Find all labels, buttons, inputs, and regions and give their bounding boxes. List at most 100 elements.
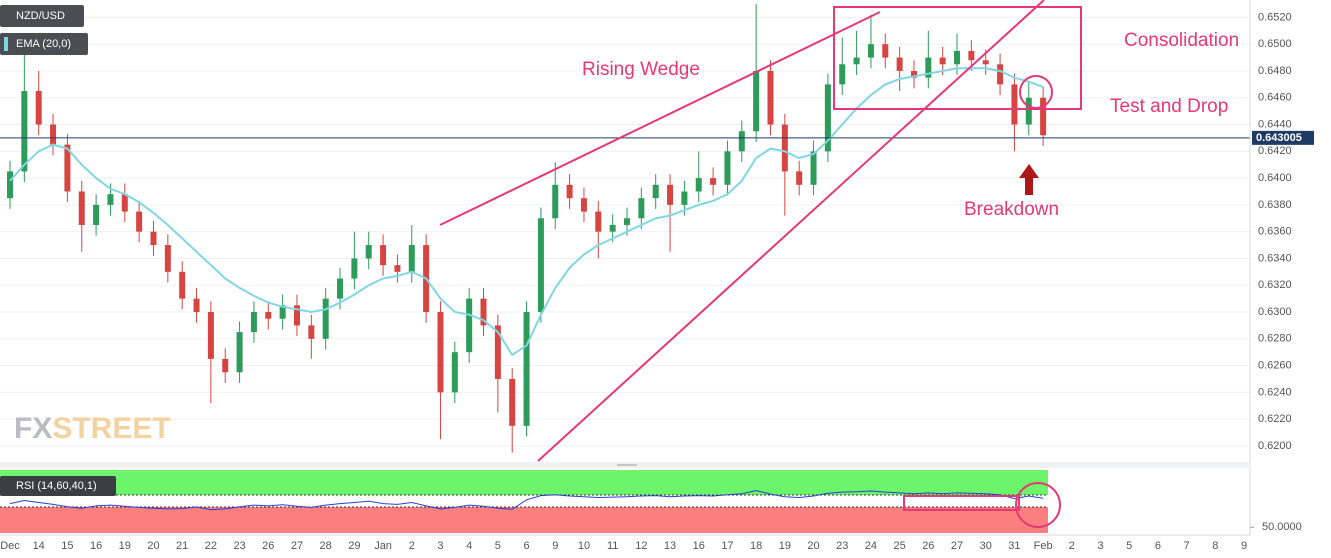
x-tick-label: 16 <box>693 540 705 552</box>
last-price-box <box>1252 130 1314 145</box>
candle-body <box>810 151 817 185</box>
y-tick-label: 0.6200 <box>1258 440 1292 452</box>
x-tick-label: 2 <box>409 540 415 552</box>
y-tick-label: 0.6520 <box>1258 11 1292 23</box>
candle-body <box>824 84 831 152</box>
x-tick-label: 18 <box>750 540 762 552</box>
x-tick-label: 5 <box>1126 540 1132 552</box>
x-tick-label: 29 <box>348 540 360 552</box>
x-tick-label: Jan <box>374 540 392 552</box>
x-tick-label: 10 <box>578 540 590 552</box>
candle-body <box>35 91 42 125</box>
x-tick-label: 12 <box>635 540 647 552</box>
x-tick-label: 26 <box>262 540 274 552</box>
annotation: Rising Wedge <box>582 59 700 80</box>
candle-body <box>552 184 559 219</box>
candle-body <box>982 60 989 65</box>
ema-line <box>9 67 1044 357</box>
symbol-label: NZD/USD <box>16 10 65 22</box>
rsi-label: RSI (14,60,40,1) <box>16 480 97 492</box>
candle-body <box>867 44 874 58</box>
y-tick-label: 0.6440 <box>1258 118 1292 130</box>
grid <box>0 16 1254 533</box>
candle-body <box>1011 84 1018 125</box>
candle-body <box>222 358 229 373</box>
watermark-fx: FX <box>14 412 52 445</box>
candle-body <box>638 198 645 219</box>
candle-body <box>710 178 717 185</box>
ema-swatch <box>4 37 8 51</box>
x-tick-label: 14 <box>33 540 45 552</box>
candle-body <box>624 218 630 225</box>
x-tick-label: 31 <box>1008 540 1020 552</box>
x-tick-label: 24 <box>865 540 877 552</box>
y-tick-label: 0.6260 <box>1258 359 1292 371</box>
candle-body <box>853 57 860 65</box>
wedge-lower <box>537 0 1045 462</box>
rsi-lower-zone <box>0 507 1048 533</box>
x-tick-label: 9 <box>552 540 558 552</box>
candle-body <box>738 131 745 152</box>
ema-label: EMA (20,0) <box>16 38 71 50</box>
rsi-upper-zone <box>0 470 1048 495</box>
candle-body <box>968 50 975 61</box>
candle-body <box>509 378 516 426</box>
consolidation-box <box>833 6 1082 110</box>
candle-body <box>595 211 602 232</box>
watermark-street: STREET <box>52 412 170 445</box>
candle-body <box>580 198 587 212</box>
x-tick-label: 2 <box>1069 540 1075 552</box>
x-tick-label: 19 <box>779 540 791 552</box>
x-tick-label: 30 <box>980 540 992 552</box>
candle-body <box>954 50 961 65</box>
candle-body <box>494 325 501 379</box>
candle-body <box>293 305 300 326</box>
candle-body <box>337 278 344 299</box>
candle-body <box>695 178 702 192</box>
candle-body <box>207 312 214 359</box>
symbol-box <box>0 5 84 27</box>
candle-body <box>652 184 659 199</box>
x-tick-label: 23 <box>233 540 245 552</box>
x-tick-label: 9 <box>1241 540 1247 552</box>
y-tick-label: 0.6400 <box>1258 172 1292 184</box>
candle-body <box>308 325 315 339</box>
candle-body <box>437 312 444 393</box>
ema-box <box>0 33 88 55</box>
rsi-box-label <box>0 476 116 496</box>
rsi-tick-label: 50.0000 <box>1262 521 1302 533</box>
x-tick-label: 11 <box>607 540 618 552</box>
candle-body <box>1040 97 1047 136</box>
y-tick-label: 0.6380 <box>1258 199 1292 211</box>
x-tick-label: 4 <box>466 540 472 552</box>
candle-body <box>236 332 243 373</box>
x-tick-label: 23 <box>836 540 848 552</box>
candle-body <box>408 245 415 272</box>
candle-body <box>609 224 616 232</box>
x-tick-label: 15 <box>61 540 73 552</box>
annotation: Consolidation <box>1124 30 1239 51</box>
rsi-box <box>903 495 1020 511</box>
x-tick-label: 7 <box>1184 540 1190 552</box>
candle-body <box>193 298 200 313</box>
x-tick-label: 8 <box>1212 540 1218 552</box>
candle-body <box>796 171 803 185</box>
candle-body <box>50 124 57 145</box>
x-tick-label: 3 <box>437 540 443 552</box>
x-tick-label: 5 <box>495 540 501 552</box>
y-tick-label: 0.6220 <box>1258 413 1292 425</box>
candle-body <box>179 271 186 299</box>
breakdown-arrow <box>1019 164 1039 195</box>
candle-body <box>279 305 286 319</box>
x-tick-label: 20 <box>147 540 159 552</box>
candle-body <box>380 245 387 266</box>
x-tick-label: 22 <box>205 540 217 552</box>
x-tick-label: 21 <box>176 540 188 552</box>
candle-body <box>767 70 774 125</box>
x-tick-label: 19 <box>119 540 131 552</box>
y-tick-label: 0.6420 <box>1258 145 1292 157</box>
candle-body <box>93 204 100 225</box>
annotation-shapes <box>439 0 1082 528</box>
last-price-label: 0.643005 <box>1256 132 1302 144</box>
